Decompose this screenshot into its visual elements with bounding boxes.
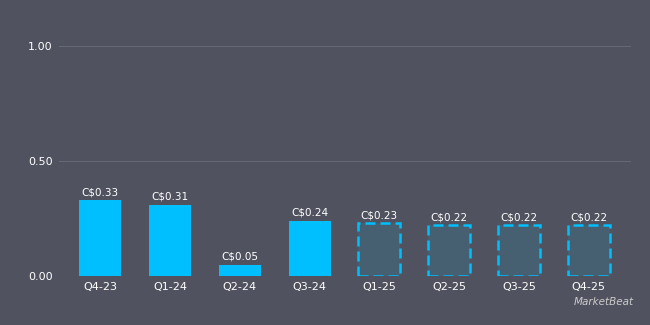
Bar <box>358 223 400 276</box>
Bar <box>498 226 540 276</box>
Text: MarketBeat: MarketBeat <box>573 297 634 307</box>
Bar <box>289 221 331 276</box>
Bar <box>150 205 191 276</box>
Text: C$0.22: C$0.22 <box>500 213 538 223</box>
Bar <box>498 226 540 276</box>
Bar <box>358 223 400 276</box>
Text: C$0.31: C$0.31 <box>151 192 188 202</box>
Bar <box>567 226 610 276</box>
Text: C$0.24: C$0.24 <box>291 208 328 218</box>
Bar <box>428 226 470 276</box>
Bar <box>79 200 122 276</box>
Bar <box>428 226 470 276</box>
Bar <box>219 265 261 276</box>
Text: C$0.22: C$0.22 <box>570 213 607 223</box>
Text: C$0.23: C$0.23 <box>361 210 398 220</box>
Text: C$0.05: C$0.05 <box>222 252 258 262</box>
Bar <box>567 226 610 276</box>
Text: C$0.22: C$0.22 <box>430 213 468 223</box>
Text: C$0.33: C$0.33 <box>82 187 119 197</box>
